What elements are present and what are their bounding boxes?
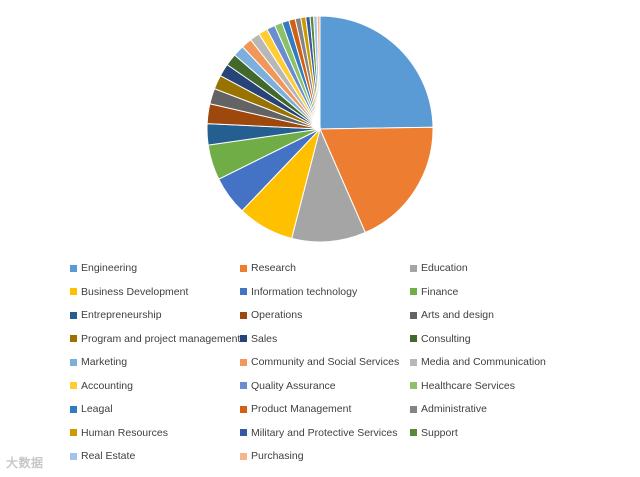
legend-swatch-1 — [240, 264, 247, 272]
legend-swatch-3 — [70, 288, 77, 295]
legend-label-18: Leagal — [81, 403, 113, 415]
legend-item-17: Healthcare Services — [410, 380, 515, 392]
legend-label-0: Engineering — [81, 262, 138, 274]
legend-item-14: Media and Communication — [410, 356, 546, 368]
legend-label-2: Education — [421, 262, 468, 274]
legend-swatch-9 — [70, 335, 77, 342]
legend-label-10: Sales — [251, 332, 278, 345]
legend-label-12: Marketing — [81, 356, 128, 368]
legend-label-22: Military and Protective Services — [251, 426, 398, 439]
legend-swatch-8 — [410, 311, 417, 319]
legend-label-16: Quality Assurance — [251, 379, 336, 392]
legend-item-9: Program and project management — [70, 333, 240, 345]
legend-item-7: Operations — [240, 309, 302, 321]
pie-slice-2 — [291, 127, 366, 243]
legend-swatch-2 — [410, 264, 417, 272]
legend-item-3: Business Development — [70, 286, 188, 298]
legend-label-24: Real Estate — [81, 450, 136, 462]
legend-swatch-6 — [70, 311, 77, 319]
legend-label-15: Accounting — [81, 379, 133, 392]
legend-item-19: Product Management — [240, 403, 351, 415]
legend-item-22: Military and Protective Services — [240, 427, 397, 439]
legend-item-0: Engineering — [70, 262, 137, 274]
legend-label-8: Arts and design — [421, 309, 494, 321]
legend-label-13: Community and Social Services — [251, 356, 400, 368]
legend-swatch-22 — [240, 429, 247, 436]
legend-item-2: Education — [410, 262, 468, 274]
legend-swatch-0 — [70, 264, 77, 272]
legend-label-6: Entrepreneurship — [81, 309, 162, 321]
legend-item-12: Marketing — [70, 356, 127, 368]
legend-swatch-12 — [70, 358, 77, 366]
legend-item-1: Research — [240, 262, 296, 274]
legend-item-18: Leagal — [70, 403, 113, 415]
legend-swatch-11 — [410, 335, 417, 342]
pie-slice-0 — [319, 15, 434, 130]
legend-item-6: Entrepreneurship — [70, 309, 162, 321]
legend-swatch-10 — [240, 335, 247, 342]
legend-item-5: Finance — [410, 286, 458, 298]
pie-slice-25 — [316, 15, 321, 130]
legend-item-11: Consulting — [410, 333, 471, 345]
legend-swatch-17 — [410, 382, 417, 389]
legend-label-1: Research — [251, 262, 296, 274]
legend-item-24: Real Estate — [70, 450, 135, 462]
legend-item-16: Quality Assurance — [240, 380, 336, 392]
legend-label-5: Finance — [421, 285, 459, 298]
legend-label-4: Information technology — [251, 285, 358, 298]
legend-item-21: Human Resources — [70, 427, 168, 439]
legend-label-17: Healthcare Services — [421, 379, 515, 392]
legend-label-25: Purchasing — [251, 450, 304, 462]
legend-item-25: Purchasing — [240, 450, 304, 462]
legend-label-3: Business Development — [81, 285, 189, 298]
legend-label-23: Support — [421, 426, 458, 439]
legend-swatch-15 — [70, 382, 77, 389]
pie-plot-area — [206, 15, 434, 243]
legend-item-13: Community and Social Services — [240, 356, 399, 368]
legend-label-14: Media and Communication — [421, 356, 546, 368]
legend-swatch-7 — [240, 311, 247, 319]
watermark: 大数据 — [6, 456, 44, 470]
legend-item-23: Support — [410, 427, 458, 439]
legend-item-8: Arts and design — [410, 309, 494, 321]
legend-label-7: Operations — [251, 309, 303, 321]
legend-label-9: Program and project management — [81, 332, 241, 345]
legend-swatch-14 — [410, 358, 417, 366]
legend-swatch-13 — [240, 358, 247, 366]
legend-label-19: Product Management — [251, 403, 352, 415]
legend-swatch-24 — [70, 452, 77, 460]
legend-item-15: Accounting — [70, 380, 133, 392]
legend-label-20: Administrative — [421, 403, 487, 415]
legend-item-20: Administrative — [410, 403, 487, 415]
pie-slice-1 — [319, 126, 434, 234]
legend-swatch-16 — [240, 382, 247, 389]
legend-swatch-5 — [410, 288, 417, 295]
legend-swatch-23 — [410, 429, 417, 436]
legend-item-4: Information technology — [240, 286, 357, 298]
legend-swatch-20 — [410, 405, 417, 413]
legend-swatch-4 — [240, 288, 247, 295]
legend-swatch-19 — [240, 405, 247, 413]
legend-label-11: Consulting — [421, 332, 471, 345]
legend-swatch-18 — [70, 405, 77, 413]
legend-swatch-25 — [240, 452, 247, 460]
legend-label-21: Human Resources — [81, 426, 168, 439]
legend-item-10: Sales — [240, 333, 277, 345]
legend-swatch-21 — [70, 429, 77, 436]
